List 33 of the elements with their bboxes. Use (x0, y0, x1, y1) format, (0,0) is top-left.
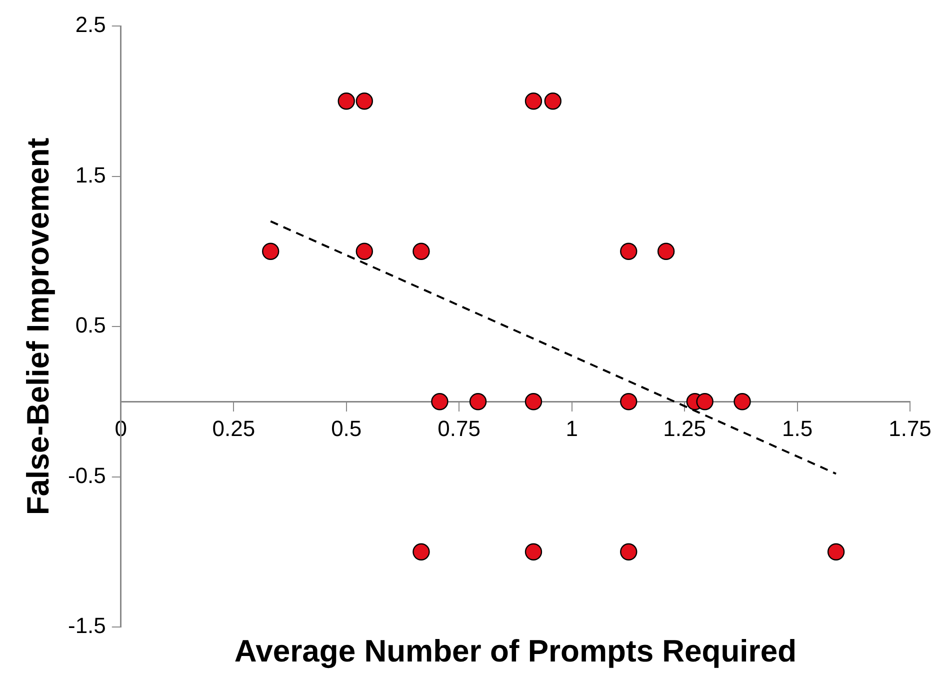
point (412, 543, 430, 560)
point (696, 393, 714, 410)
point (620, 393, 638, 410)
y-tick-label: 1.5 (75, 162, 106, 188)
y-tick-label: 2.5 (75, 12, 106, 38)
y-tick-label: -1.5 (68, 613, 106, 638)
y-tick-label: 0.5 (75, 312, 106, 338)
point (657, 242, 675, 260)
point (356, 92, 373, 110)
x-tick-label: 0.5 (331, 416, 362, 441)
x-tick-label: 1.25 (663, 416, 706, 441)
x-tick-label: 1.75 (888, 416, 932, 441)
point (262, 242, 280, 260)
y-axis-title: False-Belief Improvement (20, 138, 56, 516)
point (412, 242, 430, 260)
x-tick-label: 0.25 (212, 416, 256, 441)
y-tick-label: -0.5 (68, 462, 106, 488)
x-tick-label: 1.5 (782, 416, 813, 441)
point (544, 92, 562, 110)
x-tick-label: 1 (566, 416, 578, 441)
point (620, 242, 638, 260)
point (524, 393, 542, 410)
point (524, 543, 542, 560)
point (338, 92, 355, 110)
point (827, 543, 845, 560)
point (431, 393, 448, 410)
point (734, 393, 751, 410)
x-tick-label: 0.75 (438, 416, 481, 441)
point (469, 393, 487, 410)
point (524, 92, 542, 110)
point (356, 242, 373, 260)
x-axis-title: Average Number of Prompts Required (234, 634, 797, 669)
point (620, 543, 638, 560)
